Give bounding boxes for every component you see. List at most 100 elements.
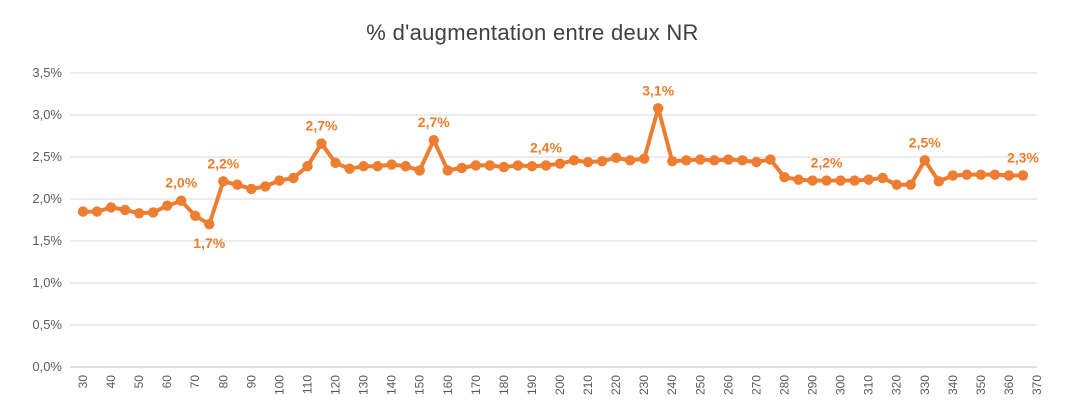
data-point [610,152,622,164]
data-point [582,156,594,168]
data-point [723,154,734,165]
data-point [653,103,664,114]
x-tick-label: 170 [469,375,483,395]
data-point [989,169,1001,180]
data-point [554,158,566,169]
data-label: 2,2% [207,155,239,171]
data-point [905,179,916,190]
x-tick-label: 230 [637,375,651,395]
data-point [975,169,987,180]
data-point [484,160,496,171]
data-point [624,155,636,166]
data-label: 2,7% [418,114,450,130]
data-point [414,165,425,176]
data-point [751,156,762,168]
x-tick-label: 270 [749,375,763,395]
data-point [667,156,678,167]
x-tick-label: 360 [1002,375,1016,395]
x-tick-label: 260 [721,375,735,395]
data-point [835,175,846,186]
data-point [793,174,804,185]
x-tick-label: 250 [693,375,707,395]
data-label: 3,1% [642,82,674,98]
data-label: 2,0% [165,175,197,191]
x-tick-label: 210 [581,375,595,395]
y-tick-label: 3,0% [32,107,62,122]
data-point [442,165,453,176]
data-point [260,181,271,192]
x-tick-label: 100 [272,375,286,395]
x-tick-label: 70 [188,375,202,389]
x-tick-label: 150 [413,375,427,395]
data-point [498,161,510,173]
x-tick-label: 340 [946,375,960,395]
data-point [695,154,706,165]
x-tick-label: 140 [385,375,399,395]
data-point [709,155,720,166]
data-point [737,155,748,166]
x-tick-label: 320 [890,375,904,395]
x-tick-label: 80 [216,375,230,389]
data-point [765,154,776,165]
data-point [821,175,832,186]
x-tick-label: 330 [918,375,932,395]
data-point [204,219,215,230]
data-point [400,161,411,172]
x-tick-label: 60 [160,375,174,389]
data-point [681,155,692,166]
x-tick-label: 280 [777,375,791,395]
data-point [302,161,313,172]
x-tick-label: 110 [300,375,314,394]
data-point [540,160,552,171]
x-tick-label: 40 [104,375,118,389]
y-tick-label: 1,5% [32,233,62,248]
data-point [807,175,818,186]
data-point [218,176,229,187]
x-tick-label: 120 [329,375,343,395]
y-tick-label: 2,0% [32,191,62,206]
y-tick-label: 2,5% [32,149,62,164]
y-tick-label: 0,5% [32,317,62,332]
y-tick-label: 1,0% [32,275,62,290]
data-label: 2,4% [530,139,562,155]
data-point [133,208,145,219]
x-tick-label: 310 [862,375,876,395]
data-point [274,175,285,186]
data-point [91,206,103,217]
x-tick-label: 180 [497,375,511,395]
data-label: 1,7% [193,235,225,251]
data-point [119,204,131,216]
x-tick-label: 220 [609,375,623,395]
data-point [330,157,341,169]
x-tick-label: 30 [76,375,90,389]
y-tick-label: 0,0% [32,359,62,374]
data-point [470,160,482,171]
data-point [176,195,187,206]
data-point [638,153,650,164]
data-label: 2,3% [1007,149,1039,165]
data-point [512,160,524,171]
x-tick-label: 190 [525,375,539,395]
data-label: 2,7% [306,118,338,134]
data-point [891,179,902,190]
x-tick-label: 370 [1030,375,1044,395]
data-point [372,161,383,172]
data-point [77,206,89,217]
data-point [190,210,201,221]
data-point [568,155,580,166]
data-point [933,176,944,187]
x-tick-label: 50 [132,375,146,389]
x-tick-label: 200 [553,375,567,395]
data-point [456,162,467,174]
data-point [358,161,369,172]
data-point [779,171,790,183]
x-tick-label: 90 [244,375,258,389]
data-point [147,207,159,218]
x-tick-label: 240 [665,375,679,395]
data-point [105,202,117,213]
data-label: 2,2% [811,155,843,171]
data-point [1017,170,1029,181]
data-label: 2,5% [909,134,941,150]
data-point [316,138,327,149]
